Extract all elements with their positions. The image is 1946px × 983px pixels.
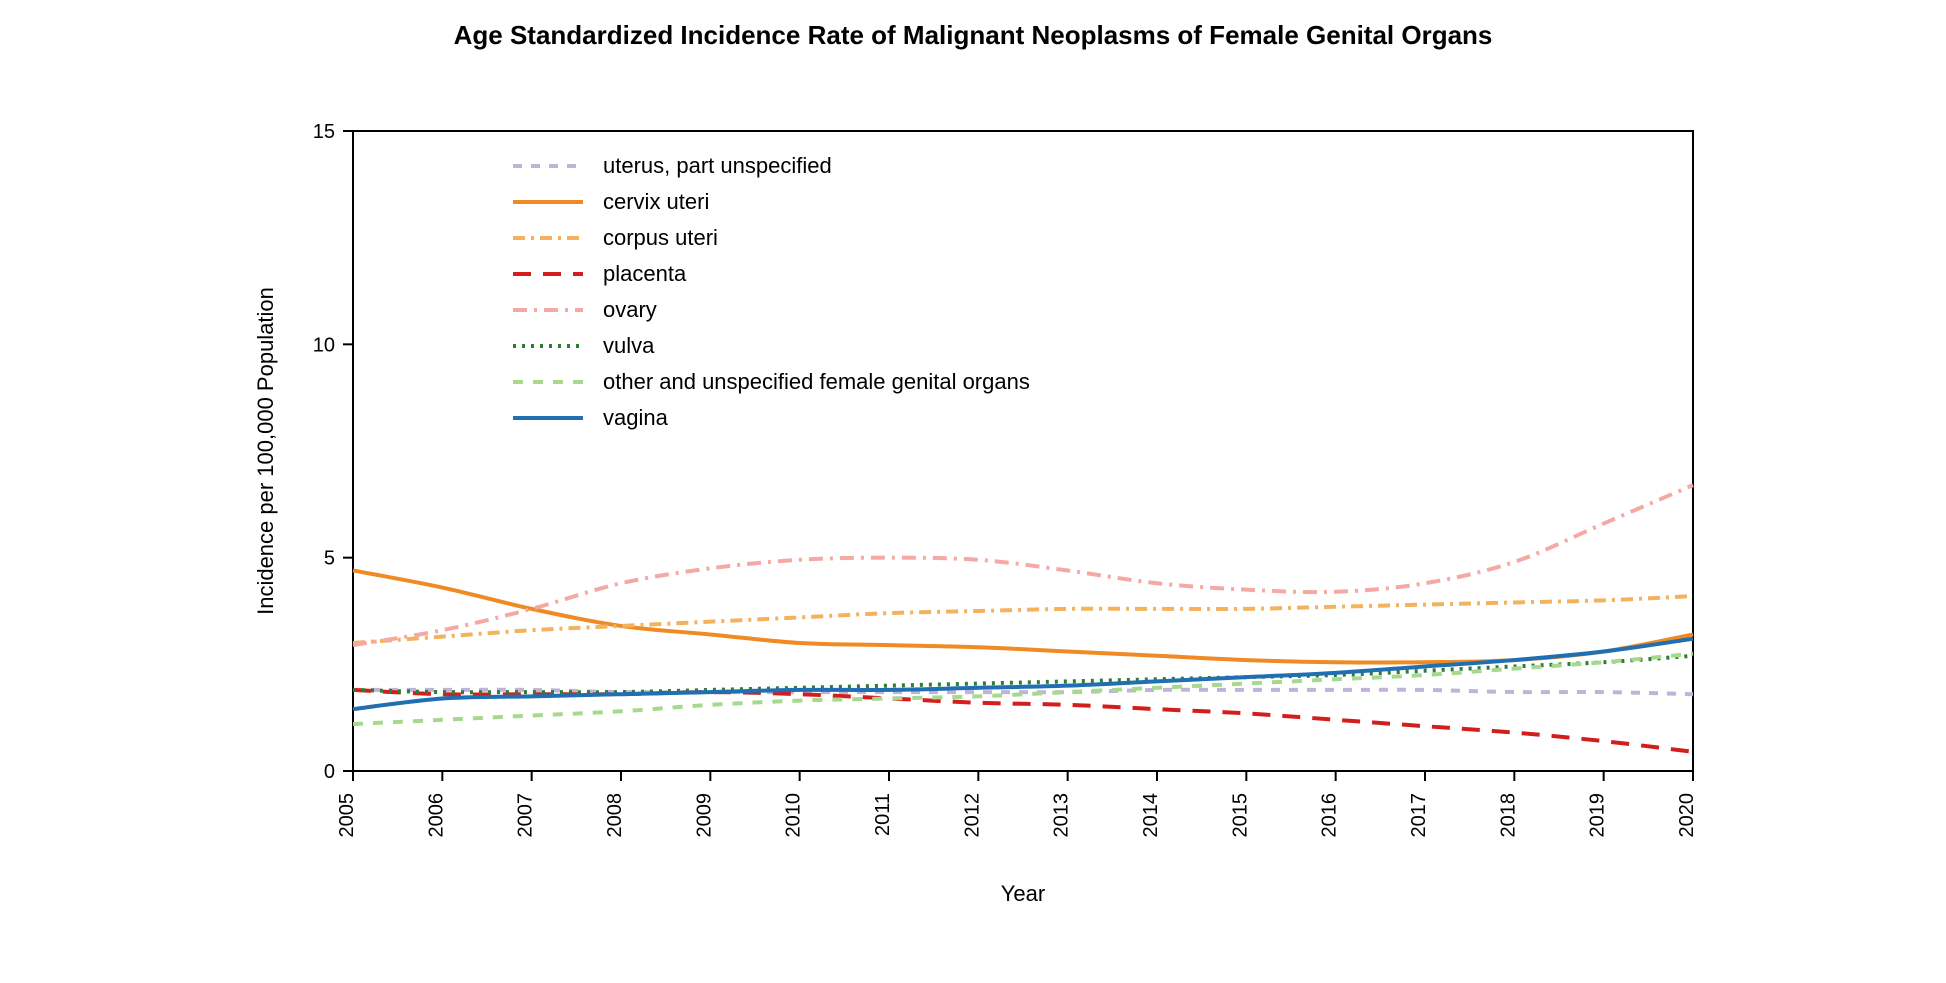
xtick-label: 2018	[1497, 793, 1519, 838]
legend-label: placenta	[603, 261, 687, 286]
xtick-label: 2009	[693, 793, 715, 838]
legend-label: vulva	[603, 333, 655, 358]
series-line	[353, 485, 1693, 645]
xtick-label: 2016	[1319, 793, 1341, 838]
xtick-label: 2008	[604, 793, 626, 838]
legend-label: ovary	[603, 297, 657, 322]
xtick-label: 2019	[1587, 793, 1609, 838]
chart-title: Age Standardized Incidence Rate of Malig…	[223, 20, 1723, 51]
ytick-label: 5	[324, 548, 335, 570]
ytick-label: 0	[324, 761, 335, 783]
legend-label: cervix uteri	[603, 189, 709, 214]
xtick-label: 2013	[1051, 793, 1073, 838]
chart-svg: 0 5 10 15 2005 2006 2007 2008 2009 2010 2011 2012 20…	[223, 71, 1723, 971]
xtick-label: 2011	[872, 793, 894, 836]
ylabel: Incidence per 100,000 Population	[253, 287, 278, 615]
xtick-label: 2006	[425, 793, 447, 838]
ytick-label: 15	[313, 121, 335, 143]
series-line	[353, 690, 1693, 752]
xtick-label: 2007	[515, 793, 537, 838]
series-line	[353, 690, 1693, 694]
xtick-label: 2015	[1229, 793, 1251, 838]
xtick-label: 2020	[1676, 793, 1698, 838]
xtick-label: 2017	[1408, 793, 1430, 838]
xtick-label: 2010	[783, 793, 805, 838]
ytick-label: 10	[313, 334, 335, 356]
xtick-label: 2014	[1140, 793, 1162, 838]
xtick-label: 2005	[336, 793, 358, 838]
chart-container: Age Standardized Incidence Rate of Malig…	[223, 20, 1723, 920]
series-line	[353, 596, 1693, 643]
legend-label: corpus uteri	[603, 225, 718, 250]
legend-label: vagina	[603, 405, 669, 430]
series-line	[353, 570, 1693, 662]
xtick-label: 2012	[961, 793, 983, 838]
legend-label: uterus, part unspecified	[603, 153, 832, 178]
xlabel: Year	[1001, 881, 1045, 906]
legend-label: other and unspecified female genital org…	[603, 369, 1030, 394]
plot-border	[353, 131, 1693, 771]
